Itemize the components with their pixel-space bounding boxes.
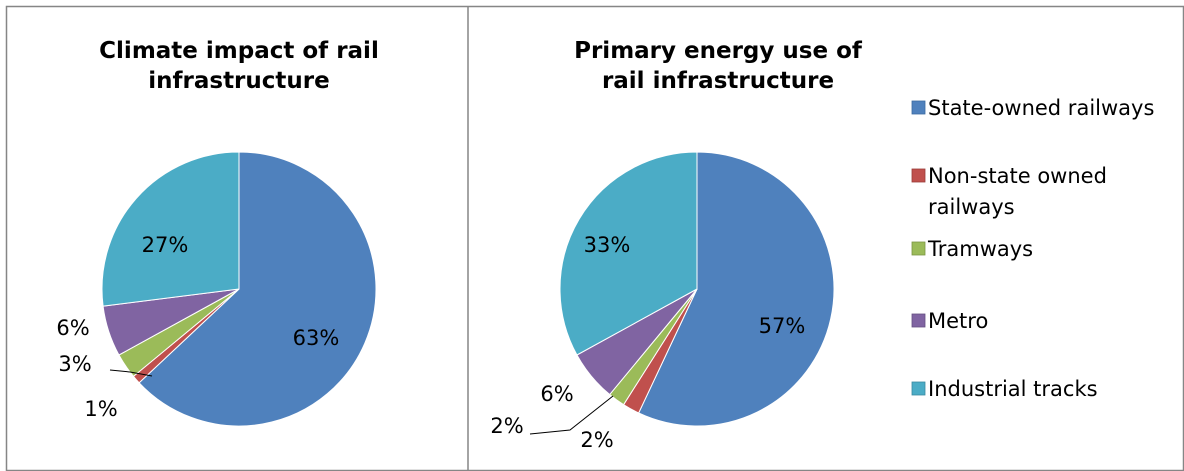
climate-leader-line-tramways-tail — [109, 369, 131, 373]
climate-slice-industrial — [101, 151, 240, 307]
legend-label-state-owned: State-owned railways — [928, 96, 1154, 120]
legend-item-non-state: Non-state owned railways — [911, 164, 1107, 219]
climate-slice-state-owned — [138, 151, 377, 427]
climate-impact-pie-chart: Climate impact of rail infrastructure 63… — [56, 38, 379, 427]
legend-swatch-tramways — [911, 241, 926, 256]
legend-label-non-state-line-2: railways — [928, 195, 1015, 219]
climate-chart-title-line-2: infrastructure — [148, 68, 329, 94]
climate-label-industrial: 27% — [142, 233, 189, 257]
legend-label-tramways: Tramways — [927, 237, 1033, 261]
energy-slice-state-owned — [638, 151, 835, 427]
energy-label-metro: 6% — [540, 382, 573, 406]
energy-chart-title-line-1: Primary energy use of — [574, 38, 863, 64]
climate-chart-title-line-1: Climate impact of rail — [99, 38, 379, 64]
climate-label-metro: 6% — [56, 316, 89, 340]
legend-item-metro: Metro — [911, 309, 988, 333]
climate-label-tramways: 3% — [58, 352, 91, 376]
legend-swatch-metro — [911, 313, 926, 328]
legend-swatch-industrial — [911, 381, 926, 396]
primary-energy-pie-chart: Primary energy use of rail infrastructur… — [490, 38, 863, 452]
energy-label-tramways: 2% — [490, 414, 523, 438]
legend-item-tramways: Tramways — [911, 237, 1033, 261]
climate-leader-line-tramways — [129, 371, 153, 377]
legend-item-state-owned: State-owned railways — [911, 96, 1154, 120]
climate-label-non-state: 1% — [84, 397, 117, 421]
legend-swatch-non-state — [911, 168, 926, 183]
climate-pie-slices — [101, 151, 377, 427]
chart-legend: State-owned railways Non-state owned rai… — [911, 96, 1154, 401]
climate-label-state-owned: 63% — [293, 326, 340, 350]
energy-chart-title-line-2: rail infrastructure — [602, 68, 834, 94]
energy-label-industrial: 33% — [584, 233, 631, 257]
legend-item-industrial: Industrial tracks — [911, 377, 1098, 401]
energy-leader-line-tramways — [529, 395, 614, 435]
energy-pie-slices — [559, 151, 835, 427]
energy-label-non-state: 2% — [580, 428, 613, 452]
legend-label-industrial: Industrial tracks — [928, 377, 1098, 401]
legend-swatch-state-owned — [911, 100, 926, 115]
energy-slice-industrial — [559, 151, 698, 356]
legend-label-non-state-line-1: Non-state owned — [928, 164, 1107, 188]
legend-label-metro: Metro — [928, 309, 988, 333]
energy-label-state-owned: 57% — [759, 314, 806, 338]
